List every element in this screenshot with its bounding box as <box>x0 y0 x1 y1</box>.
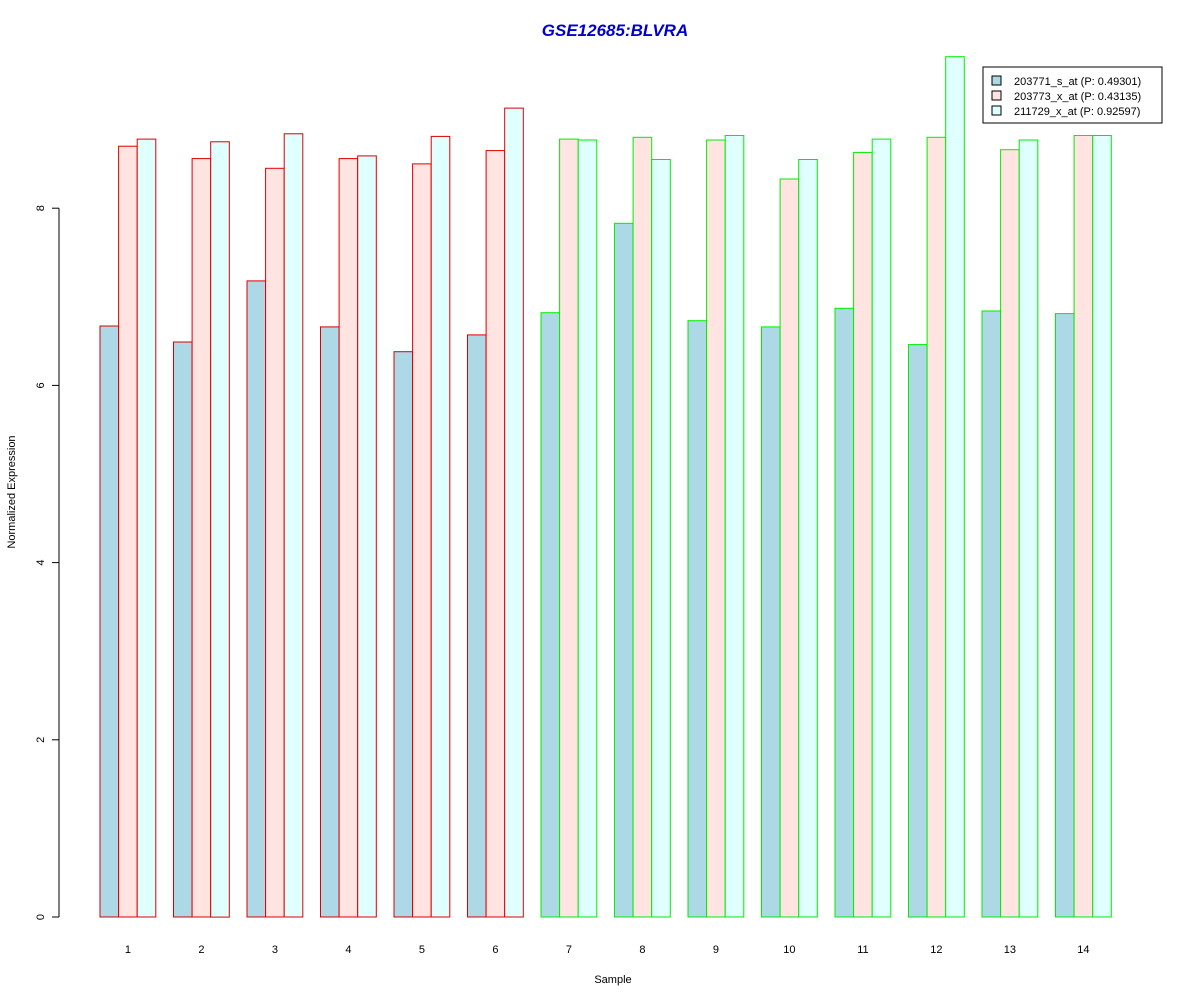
bar-sample-14-series-3 <box>1092 135 1112 918</box>
bar-sample-1-series-1 <box>99 325 120 918</box>
chart-title: GSE12685:BLVRA <box>542 21 688 40</box>
bar-sample-5-series-3 <box>430 135 451 918</box>
bar-sample-3-series-3 <box>283 133 304 918</box>
bar-sample-1-series-2 <box>118 145 138 918</box>
bar-sample-4-series-1 <box>320 326 340 918</box>
x-tick-label: 9 <box>713 944 719 956</box>
x-tick-label: 3 <box>272 944 278 956</box>
x-tick-label: 10 <box>783 944 795 956</box>
x-tick-label: 14 <box>1077 944 1089 956</box>
legend: 203771_s_at (P: 0.49301) 203773_x_at (P: … <box>982 66 1163 124</box>
x-tick-label: 8 <box>639 944 645 956</box>
bar-sample-6-series-3 <box>504 107 524 918</box>
bar-sample-8-series-1 <box>614 222 634 918</box>
y-tick-label: 2 <box>35 737 47 743</box>
y-tick-label: 4 <box>35 560 47 566</box>
y-tick-label: 6 <box>35 382 47 388</box>
bar-sample-12-series-3 <box>945 56 965 918</box>
x-axis-title: Sample <box>594 974 631 986</box>
bar-sample-4-series-2 <box>338 158 359 918</box>
bar-sample-13-series-2 <box>1000 149 1020 918</box>
bar-sample-10-series-2 <box>779 178 800 918</box>
bar-sample-14-series-2 <box>1073 135 1094 918</box>
bar-sample-10-series-3 <box>798 159 818 918</box>
bar-sample-13-series-3 <box>1018 139 1039 918</box>
bar-sample-2-series-3 <box>210 141 230 918</box>
legend-box <box>982 66 1163 124</box>
bar-sample-7-series-2 <box>559 138 579 918</box>
legend-label-1: 203771_s_at (P: 0.49301) <box>1014 76 1141 88</box>
y-tick-label: 0 <box>35 914 47 920</box>
bar-sample-5-series-1 <box>393 351 414 918</box>
bar-sample-2-series-1 <box>173 341 193 918</box>
bar-sample-8-series-3 <box>651 159 671 918</box>
bar-sample-9-series-1 <box>687 320 708 918</box>
bar-sample-6-series-1 <box>467 334 487 918</box>
x-axis-labels: 1 2 3 4 5 6 7 8 9 10 11 12 13 14 <box>125 944 1090 956</box>
bar-sample-10-series-1 <box>761 326 781 918</box>
legend-swatch-2 <box>991 90 1002 101</box>
bar-sample-9-series-2 <box>706 139 726 918</box>
bar-sample-4-series-3 <box>357 155 377 918</box>
bar-sample-5-series-2 <box>412 163 432 918</box>
bar-sample-8-series-2 <box>632 136 653 918</box>
bar-sample-11-series-1 <box>834 307 855 918</box>
bar-sample-12-series-2 <box>926 136 947 918</box>
bar-sample-2-series-2 <box>191 158 212 918</box>
x-tick-label: 11 <box>857 944 868 956</box>
x-tick-label: 6 <box>492 944 498 956</box>
legend-swatch-1 <box>991 75 1002 86</box>
bar-sample-3-series-2 <box>265 167 285 918</box>
bar-sample-12-series-1 <box>908 344 928 918</box>
bar-sample-7-series-1 <box>540 312 561 918</box>
bar-sample-14-series-1 <box>1055 313 1075 918</box>
x-tick-label: 12 <box>930 944 942 956</box>
bar-sample-11-series-2 <box>853 151 873 918</box>
x-tick-label: 7 <box>566 944 572 956</box>
bars <box>99 56 1112 918</box>
bar-sample-11-series-3 <box>871 138 892 918</box>
bar-sample-1-series-3 <box>136 138 157 918</box>
y-axis: 0 2 4 6 8 <box>35 205 60 920</box>
legend-label-3: 211729_x_at (P: 0.92597) <box>1014 106 1140 118</box>
x-tick-label: 1 <box>125 944 131 956</box>
bar-sample-13-series-1 <box>981 310 1002 918</box>
x-tick-label: 4 <box>345 944 351 956</box>
bar-sample-7-series-3 <box>577 139 598 918</box>
y-tick-label: 8 <box>35 205 47 211</box>
legend-label-2: 203773_x_at (P: 0.43135) <box>1014 91 1141 103</box>
y-axis-title: Normalized Expression <box>6 435 18 548</box>
legend-swatch-3 <box>991 105 1002 116</box>
x-tick-label: 13 <box>1004 944 1016 956</box>
bar-sample-6-series-2 <box>485 150 506 918</box>
bar-sample-9-series-3 <box>724 135 745 918</box>
x-tick-label: 2 <box>198 944 204 956</box>
bar-sample-3-series-1 <box>246 280 267 918</box>
x-tick-label: 5 <box>419 944 425 956</box>
